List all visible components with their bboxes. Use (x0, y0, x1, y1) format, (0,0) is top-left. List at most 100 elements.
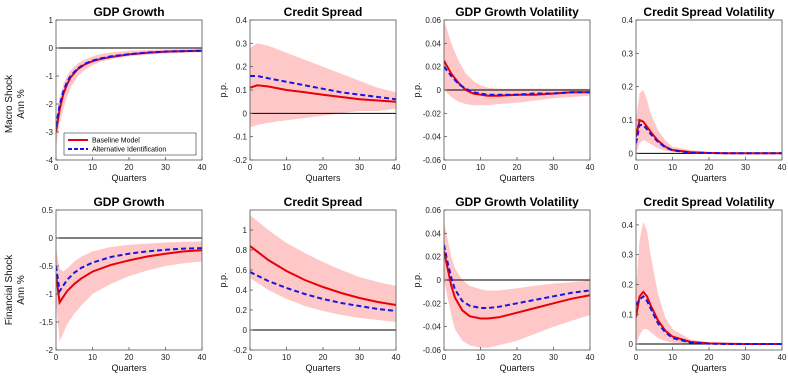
x-tick-label: 10 (476, 163, 485, 172)
y-tick-label: 0.3 (622, 49, 634, 58)
y-tick-label: 0 (243, 109, 248, 118)
y-tick-label: 0 (437, 86, 442, 95)
x-axis-label: Quarters (305, 173, 341, 183)
y-tick-label: 0.1 (622, 310, 634, 319)
y-tick-label: -1.5 (39, 318, 53, 327)
y-tick-label: 0 (629, 340, 634, 349)
y-tick-label: 0 (49, 234, 54, 243)
x-tick-label: 30 (549, 353, 558, 362)
x-axis-label: Quarters (111, 363, 147, 373)
panel-title: Credit Spread Volatility (643, 5, 774, 19)
y-tick-label: 0 (243, 326, 248, 335)
y-tick-label: -0.02 (423, 109, 442, 118)
x-tick-label: 40 (586, 353, 595, 362)
y-tick-label: 0 (49, 44, 54, 53)
panel-title: GDP Growth Volatility (455, 5, 579, 19)
y-tick-label: 0.3 (236, 39, 248, 48)
y-axis-label: p.p. (412, 272, 422, 287)
x-tick-label: 20 (705, 163, 714, 172)
x-tick-label: 30 (355, 163, 364, 172)
x-tick-label: 0 (634, 353, 639, 362)
row-label-macro-line2: Ann % (16, 89, 27, 119)
series-line-alternative (56, 49, 202, 127)
series-line-alternative (250, 75, 396, 101)
legend-label-baseline: Baseline Model (92, 138, 140, 145)
x-tick-label: 20 (319, 163, 328, 172)
y-tick-label: 0.2 (236, 63, 248, 72)
x-tick-label: 30 (549, 163, 558, 172)
x-tick-label: 40 (392, 353, 401, 362)
confidence-band (636, 90, 782, 154)
row-label-financial: Financial Shock Ann % (4, 254, 27, 326)
y-tick-label: 0.6 (236, 266, 248, 275)
panel-title: Credit Spread Volatility (643, 195, 774, 209)
y-axis-label: p.p. (412, 82, 422, 97)
x-tick-label: 0 (54, 163, 59, 172)
x-tick-label: 0 (248, 163, 253, 172)
y-tick-label: -2 (46, 100, 54, 109)
confidence-band (56, 48, 202, 146)
x-tick-label: 10 (668, 353, 677, 362)
y-axis-label: p.p. (218, 82, 228, 97)
x-tick-label: 10 (88, 163, 97, 172)
y-tick-label: 0.02 (425, 63, 441, 72)
x-tick-label: 10 (476, 353, 485, 362)
x-tick-label: 30 (161, 163, 170, 172)
x-tick-label: 40 (392, 163, 401, 172)
legend: Baseline Model Alternative Identification (63, 132, 197, 156)
x-axis-label: Quarters (111, 173, 147, 183)
x-tick-label: 20 (513, 163, 522, 172)
x-tick-label: 30 (741, 163, 750, 172)
x-tick-label: 20 (705, 353, 714, 362)
y-tick-label: -0.5 (39, 262, 53, 271)
series-line-alternative (250, 271, 396, 312)
y-tick-label: -0.06 (423, 346, 442, 355)
panel-title: GDP Growth Volatility (455, 195, 579, 209)
row-label-financial-line1: Financial Shock (4, 254, 15, 326)
y-tick-label: 0.8 (236, 246, 248, 255)
y-tick-label: 0.4 (236, 286, 248, 295)
y-tick-label: -4 (46, 156, 54, 165)
x-axis-label: Quarters (691, 363, 727, 373)
x-tick-label: 40 (198, 163, 207, 172)
series-line-alternative (444, 244, 590, 309)
y-tick-label: 0.3 (622, 251, 634, 260)
y-tick-label: 0 (629, 149, 634, 158)
series-line-baseline (250, 84, 396, 103)
panel-1: 0 10 20 30 40 -4 -3 -2 -1 0 1 GDP Growth Quarters (46, 5, 207, 183)
x-tick-label: 20 (125, 163, 134, 172)
row-label-macro-line1: Macro Shock (4, 74, 15, 133)
y-tick-label: -0.02 (423, 299, 442, 308)
confidence-band (444, 221, 590, 348)
y-tick-label: 0.4 (622, 221, 634, 230)
x-tick-label: 10 (668, 163, 677, 172)
legend-box (63, 132, 197, 156)
x-axis-label: Quarters (499, 173, 535, 183)
panel-title: GDP Growth (93, 195, 164, 209)
y-tick-label: -0.1 (233, 133, 247, 142)
panel-title: GDP Growth (93, 5, 164, 19)
x-tick-label: 40 (778, 353, 787, 362)
panel-4: 0 10 20 30 40 0 0.1 0.2 0.3 0.4 Credit Spread Vola… (622, 5, 787, 183)
row-label-macro: Macro Shock Ann % (4, 74, 27, 133)
x-tick-label: 0 (442, 163, 447, 172)
y-tick-label: -0.04 (423, 323, 442, 332)
x-tick-label: 10 (282, 163, 291, 172)
series-line-baseline (56, 249, 202, 306)
x-tick-label: 30 (741, 353, 750, 362)
x-tick-label: 0 (442, 353, 447, 362)
series-line-alternative (636, 124, 782, 155)
x-tick-label: 30 (161, 353, 170, 362)
series-line-alternative (444, 66, 590, 96)
x-tick-label: 40 (778, 163, 787, 172)
y-tick-label: -1 (46, 290, 54, 299)
y-tick-label: 0.2 (622, 280, 634, 289)
panel-title: Credit Spread (284, 195, 363, 209)
x-axis-label: Quarters (499, 363, 535, 373)
panel-3: 0 10 20 30 40 -0.06 -0.04 -0.02 0 0.02 0.04 0.06 GDP… (412, 5, 595, 183)
confidence-band (636, 221, 782, 344)
y-tick-label: 0.04 (425, 229, 441, 238)
x-tick-label: 20 (319, 353, 328, 362)
x-tick-label: 10 (282, 353, 291, 362)
